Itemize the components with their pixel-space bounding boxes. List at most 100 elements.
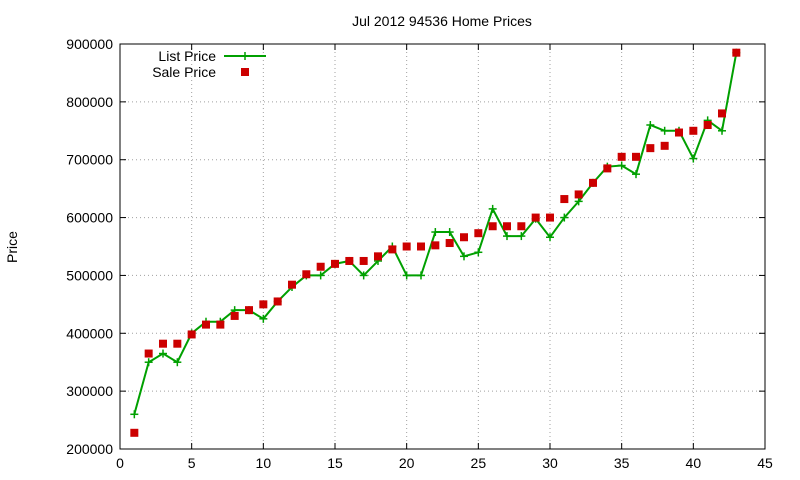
sale-price-point xyxy=(159,339,167,348)
x-tick-label: 0 xyxy=(116,455,124,471)
sale-price-point xyxy=(517,222,526,231)
list-price-point xyxy=(402,271,411,280)
list-price-point xyxy=(460,252,468,261)
sale-price-point xyxy=(288,280,296,289)
list-price-point xyxy=(718,126,726,135)
list-price-point xyxy=(417,271,425,280)
sale-price-point xyxy=(503,222,511,231)
axes: 0 5 10 15 20 25 30 35 40 45 200000 300000 400000 5000… xyxy=(66,36,773,471)
sale-price-point xyxy=(374,252,382,261)
sale-price-point xyxy=(474,229,483,238)
y-tick-label: 600000 xyxy=(66,210,113,226)
sale-price-point xyxy=(273,297,282,306)
list-price-point xyxy=(660,126,669,135)
sale-price-point xyxy=(173,339,182,348)
sale-price-point xyxy=(402,242,411,251)
sale-price-point xyxy=(703,121,712,129)
list-price-point xyxy=(574,197,583,206)
sale-price-point xyxy=(187,330,196,339)
y-tick-label: 900000 xyxy=(66,36,113,52)
list-price-point xyxy=(259,314,268,323)
sale-price-point xyxy=(646,144,655,153)
list-price-point xyxy=(173,358,182,367)
list-price-point xyxy=(617,161,626,170)
list-price-point xyxy=(646,121,655,129)
sale-price-point xyxy=(431,241,440,250)
sale-price-point xyxy=(331,259,339,268)
x-tick-label: 40 xyxy=(686,455,702,471)
y-tick-label: 800000 xyxy=(66,94,113,110)
y-tick-label: 700000 xyxy=(66,152,113,168)
list-price-point xyxy=(546,233,554,242)
sale-price-point xyxy=(359,256,368,265)
legend-label: List Price xyxy=(158,48,216,64)
y-tick-label: 400000 xyxy=(66,325,113,341)
list-price-point xyxy=(517,232,526,241)
sale-price-point xyxy=(245,306,253,315)
sale-price-point xyxy=(603,164,612,173)
list-price-point xyxy=(632,170,640,179)
list-price-point xyxy=(474,248,483,257)
sale-price-point xyxy=(660,141,669,150)
sale-price-point xyxy=(202,320,210,329)
sale-price-point xyxy=(689,126,698,135)
list-price-point xyxy=(316,271,325,280)
sale-price-point xyxy=(574,190,583,199)
sale-price-point xyxy=(589,178,597,187)
sale-price-point xyxy=(417,242,425,251)
x-tick-label: 10 xyxy=(256,455,272,471)
list-price-point xyxy=(431,228,440,237)
list-price-point xyxy=(359,271,368,280)
x-tick-label: 30 xyxy=(542,455,558,471)
series-sale-price xyxy=(130,48,741,437)
plot-frame xyxy=(119,43,766,450)
sale-price-point xyxy=(560,195,569,204)
x-tick-label: 20 xyxy=(399,455,415,471)
sale-price-point xyxy=(302,270,311,279)
x-tick-label: 35 xyxy=(614,455,630,471)
sale-price-point xyxy=(130,428,139,437)
y-axis-label: Price xyxy=(4,231,20,263)
sale-price-point xyxy=(216,320,225,329)
x-tick-label: 15 xyxy=(327,455,343,471)
list-price-point xyxy=(503,232,511,241)
sale-price-point xyxy=(531,213,540,222)
sale-price-point xyxy=(460,233,468,242)
sale-price-point xyxy=(388,245,397,254)
x-tick-label: 5 xyxy=(188,455,196,471)
list-price-point xyxy=(560,213,569,222)
legend-marker xyxy=(241,52,249,60)
list-price-point xyxy=(689,154,698,163)
sale-price-point xyxy=(546,213,554,222)
sale-price-point xyxy=(732,48,741,57)
list-price-point xyxy=(159,349,167,358)
y-tick-label: 500000 xyxy=(66,267,113,283)
x-tick-label: 45 xyxy=(757,455,773,471)
sale-price-point xyxy=(718,109,726,118)
y-tick-label: 200000 xyxy=(66,441,113,457)
legend-marker xyxy=(241,68,249,76)
sale-price-point xyxy=(316,262,325,271)
sale-price-point xyxy=(632,152,640,161)
sale-price-point xyxy=(144,349,153,358)
series-list-price xyxy=(130,48,741,419)
list-price-point xyxy=(130,410,139,419)
sale-price-point xyxy=(230,311,239,320)
list-price-point xyxy=(445,228,454,237)
legend-item: Sale Price xyxy=(152,64,249,80)
sale-price-point xyxy=(345,256,354,265)
legend-item: List Price xyxy=(158,48,266,64)
list-price-point xyxy=(488,204,497,213)
y-tick-label: 300000 xyxy=(66,383,113,399)
list-price-point xyxy=(144,358,153,367)
series-layer xyxy=(130,48,741,437)
sale-price-point xyxy=(675,128,683,137)
sale-price-point xyxy=(445,239,454,248)
sale-price-point xyxy=(617,152,626,161)
chart-title: Jul 2012 94536 Home Prices xyxy=(352,13,532,29)
sale-price-point xyxy=(488,222,497,231)
grid xyxy=(120,44,765,449)
sale-price-point xyxy=(259,300,268,309)
